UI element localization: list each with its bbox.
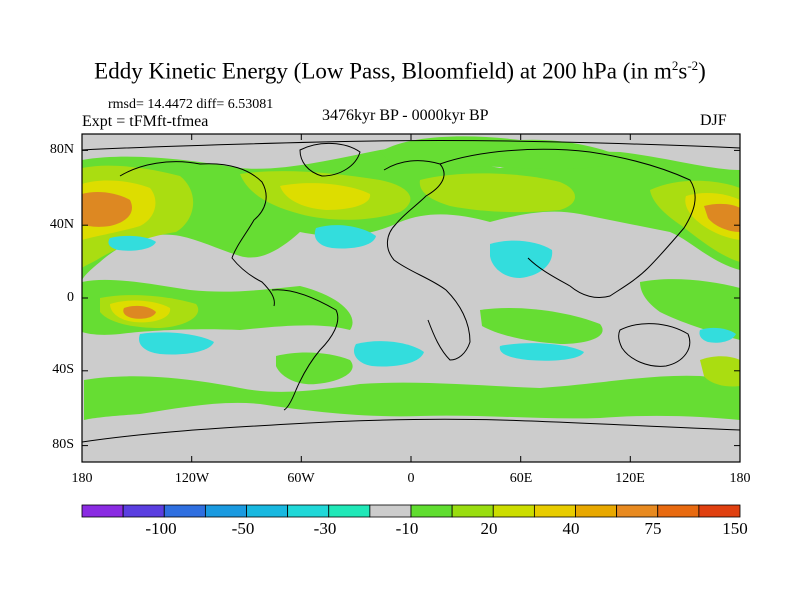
- y-tick-label: 40N: [49, 217, 74, 232]
- colorbar-swatch: [328, 504, 371, 518]
- region-yellowgreen-asia: [419, 173, 575, 213]
- coastlines: [82, 140, 740, 443]
- colorbar-label: 40: [562, 519, 580, 538]
- colorbar-label: 75: [644, 519, 662, 538]
- colorbar-swatch: [410, 504, 453, 518]
- period-label: 3476kyr BP - 0000kyr BP: [322, 107, 489, 124]
- x-tick-label: 120W: [174, 471, 210, 486]
- region-yellow-atlantic: [280, 183, 371, 210]
- coast-arctic: [82, 140, 740, 151]
- coast-antarctica: [82, 418, 740, 443]
- colorbar-label: -30: [313, 519, 337, 538]
- colorbar-swatch: [81, 504, 124, 518]
- coast-australia: [618, 323, 691, 367]
- region-cyan-pacific: [108, 235, 156, 251]
- coast-asia: [439, 148, 696, 299]
- coast-south-america: [271, 289, 339, 411]
- colorbar-label: -50: [231, 519, 255, 538]
- y-tick-label: 80S: [52, 437, 74, 452]
- region-southern-green: [84, 375, 740, 420]
- colorbar-swatch: [246, 504, 289, 518]
- colorbar-swatch: [492, 504, 535, 518]
- colorbar-swatch: [204, 504, 247, 518]
- colorbar-swatch: [451, 504, 494, 518]
- region-orange-nw: [82, 192, 132, 227]
- experiment-label: Expt = tFMft-tfmea: [82, 113, 209, 130]
- colorbar-label: -10: [395, 519, 419, 538]
- region-cyan-atlantic: [314, 225, 376, 249]
- region-west-pacific-green: [640, 279, 740, 340]
- region-cyan-south-atlantic: [353, 341, 424, 367]
- colorbar-label: 20: [480, 519, 498, 538]
- region-north-green-cap: [380, 136, 630, 170]
- colorbar-swatch: [122, 504, 165, 518]
- colorbar-swatch: [575, 504, 618, 518]
- colorbar-swatch: [369, 504, 412, 518]
- colorbar-swatch: [163, 504, 206, 518]
- region-indian-green: [480, 307, 603, 344]
- region-cyan-south-pacific: [138, 332, 214, 355]
- colorbar-label: -100: [145, 519, 177, 538]
- coast-europe-africa: [383, 160, 471, 361]
- x-tick-label: 120E: [615, 471, 645, 486]
- x-tick-label: 180: [729, 471, 751, 486]
- region-cyan-east: [699, 327, 736, 343]
- map-field: [82, 134, 740, 462]
- coast-greenland: [299, 142, 361, 177]
- region-cyan-indian: [499, 343, 584, 361]
- y-tick-label: 80N: [49, 142, 74, 157]
- x-tick-label: 60W: [287, 471, 315, 486]
- season-label: DJF: [700, 112, 727, 129]
- x-tick-label: 60E: [509, 471, 533, 486]
- region-orange-midpacific: [123, 305, 156, 319]
- region-orange-japan: [704, 203, 740, 232]
- colorbar: [81, 504, 741, 518]
- colorbar-swatch: [533, 504, 576, 518]
- region-south-atlantic-green: [276, 352, 353, 385]
- colorbar-swatch: [657, 504, 700, 518]
- colorbar-swatch: [616, 504, 659, 518]
- x-tick-label: 0: [407, 471, 415, 486]
- x-tick-label: 180: [71, 471, 93, 486]
- region-yellowgreen-west-coast: [700, 356, 740, 387]
- stats-label: rmsd= 14.4472 diff= 6.53081: [108, 97, 274, 112]
- colorbar-swatch: [698, 504, 741, 518]
- region-cyan-arabia: [490, 240, 553, 278]
- colorbar-label: 150: [722, 519, 748, 538]
- y-tick-label: 40S: [52, 362, 74, 377]
- y-tick-label: 0: [67, 290, 74, 305]
- coast-north-america: [119, 161, 275, 307]
- chart-title: Eddy Kinetic Energy (Low Pass, Bloomfiel…: [94, 58, 706, 84]
- colorbar-swatch: [287, 504, 330, 518]
- tick-marks: [82, 134, 740, 462]
